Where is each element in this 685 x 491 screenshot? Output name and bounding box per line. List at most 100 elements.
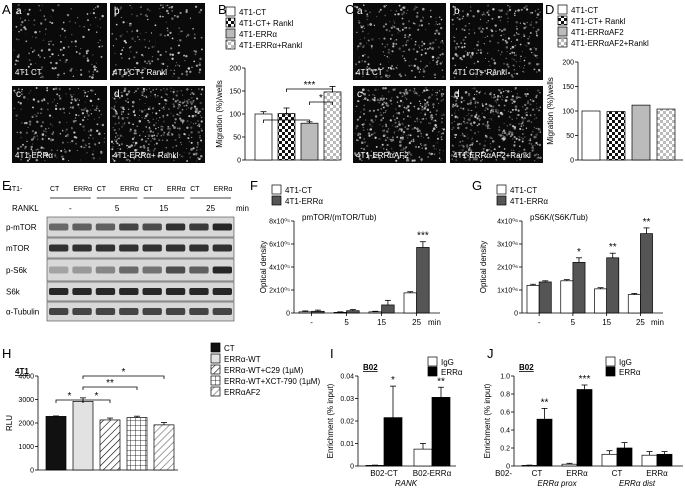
cell-dot [34,31,37,34]
cell-dot [165,21,167,23]
cell-dot [372,133,375,135]
cell-dot [402,157,405,159]
cell-dot [127,21,129,23]
cell-dot [437,131,440,133]
cell-dot [487,5,489,7]
cell-dot [40,125,43,128]
cell-dot [200,114,201,116]
cell-dot [463,29,466,32]
cell-dot [451,105,455,108]
cell-dot [491,96,493,98]
cell-dot [13,107,16,110]
cell-dot [60,149,63,152]
cell-dot [535,94,538,97]
cell-dot [72,120,76,123]
blot-band [212,266,232,274]
cell-dot [51,132,54,136]
cell-dot [157,95,159,97]
bar [72,401,94,471]
cell-dot [502,38,505,41]
cell-dot [40,49,43,52]
cell-dot [23,26,26,29]
cell-dot [61,155,64,158]
cell-dot [524,112,526,114]
cell-dot [35,87,38,89]
cell-dot [455,48,457,50]
cell-dot [525,113,528,117]
cell-dot [28,158,31,160]
cell-dot [456,16,459,19]
cell-dot [435,61,439,64]
cell-dot [518,65,520,67]
cell-dot [113,105,116,107]
cell-dot [68,87,71,90]
cell-dot [144,88,146,90]
cell-dot [404,59,407,62]
cell-dot [396,117,399,120]
cell-dot [452,145,455,147]
cell-dot [424,105,428,108]
cell-dot [61,141,65,144]
cell-dot [530,133,533,136]
cell-dot [122,92,124,94]
cell-dot [442,132,445,135]
cell-dot [440,93,443,95]
bar [99,419,121,471]
cell-dot [484,109,486,112]
cell-dot [435,21,437,23]
cell-dot [166,94,168,96]
cell-dot [123,124,125,126]
cell-dot [417,67,420,70]
cell-dot [477,60,479,63]
cell-dot [358,117,360,119]
cell-dot [453,13,455,16]
cell-dot [514,10,517,12]
cell-dot [494,96,496,98]
cell-dot [99,158,101,160]
x-tick-label: 25 [636,318,645,327]
cell-dot [152,149,155,152]
cell-dot [44,152,46,155]
cell-dot [403,26,406,29]
cell-dot [467,94,471,97]
cell-dot [516,114,519,116]
cell-dot [101,45,104,48]
cell-dot [478,115,480,118]
cell-dot [469,73,471,75]
blot-band [142,288,162,295]
cell-dot [470,101,472,104]
cell-dot [164,98,167,102]
cell-dot [455,28,458,30]
legend-swatch [496,195,507,206]
cell-dot [125,117,127,119]
cell-dot [386,104,390,107]
cell-dot [523,67,525,69]
cell-dot [359,154,361,156]
cell-dot [513,141,516,143]
cell-dot [35,149,37,151]
cell-dot [525,8,529,11]
cell-dot [127,108,130,111]
cell-dot [535,117,538,119]
cell-dot [37,100,40,103]
cell-dot [491,17,494,20]
cell-dot [88,137,90,139]
cell-dot [87,114,90,117]
cell-dot [486,21,488,24]
cell-dot [140,153,142,155]
cell-dot [66,134,68,137]
significance-label: *** [304,80,316,91]
cell-dot [368,134,371,137]
legend-label: 4T1-ERRα [239,30,277,39]
cell-dot [142,144,145,147]
cell-dot [173,159,175,162]
x-tick-label: B02-CT [370,469,398,478]
cell-dot [166,65,169,68]
cell-dot [533,135,536,139]
cell-dot [200,129,203,132]
cell-dot [103,141,105,143]
cell-dot [481,14,483,16]
cell-dot [51,22,54,25]
cell-dot [158,153,160,155]
micrograph-caption: 4T1 CT+ Rankl [453,68,507,77]
